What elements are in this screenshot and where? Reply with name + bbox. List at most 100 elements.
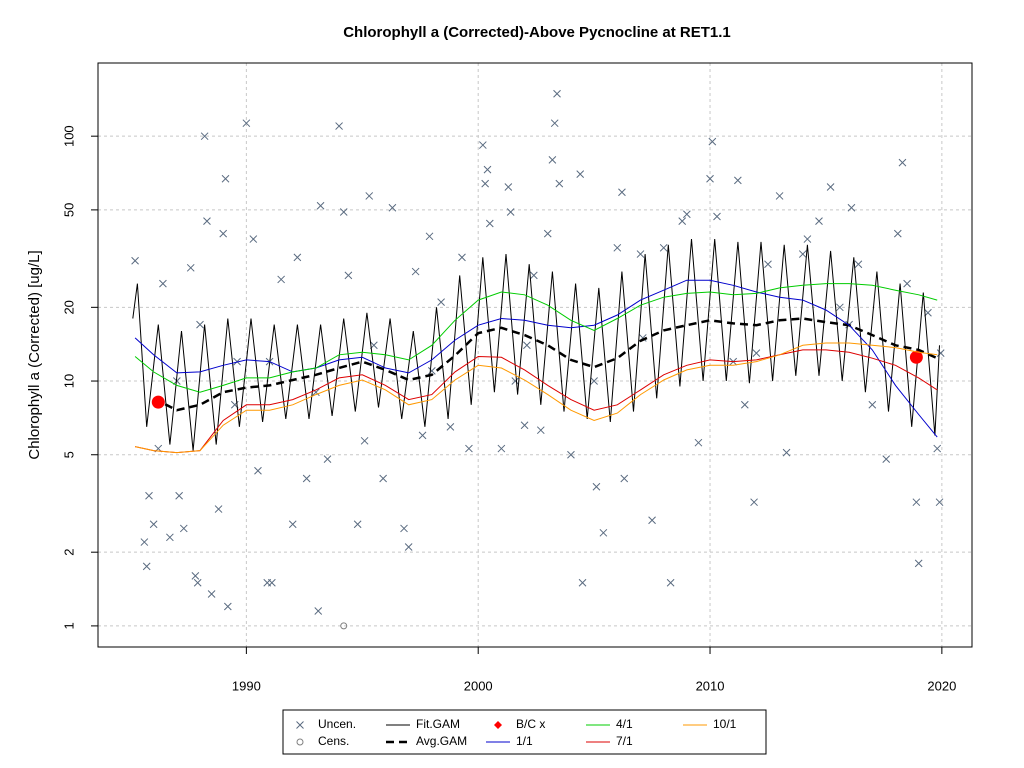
data-point bbox=[578, 578, 587, 587]
data-point bbox=[882, 455, 891, 463]
data-point bbox=[418, 431, 427, 440]
data-point bbox=[175, 491, 183, 500]
data-point bbox=[219, 229, 228, 238]
data-point bbox=[179, 524, 188, 533]
data-point bbox=[277, 275, 285, 284]
legend-label: Uncen. bbox=[318, 717, 356, 731]
data-point bbox=[590, 377, 598, 385]
data-point bbox=[365, 192, 374, 200]
data-point bbox=[203, 217, 211, 225]
data-point bbox=[458, 253, 466, 262]
series-line bbox=[134, 283, 938, 393]
data-point bbox=[293, 253, 302, 262]
data-point bbox=[694, 438, 703, 447]
data-point bbox=[706, 174, 714, 183]
data-point bbox=[782, 448, 791, 457]
data-point bbox=[936, 349, 945, 357]
data-point bbox=[909, 350, 923, 364]
data-point bbox=[553, 89, 561, 98]
data-point bbox=[142, 562, 151, 571]
data-point bbox=[140, 538, 149, 546]
data-point bbox=[750, 498, 758, 507]
x-tick-label: 2010 bbox=[696, 678, 725, 693]
data-point bbox=[708, 137, 717, 146]
legend-label: 1/1 bbox=[516, 734, 533, 748]
data-point bbox=[221, 174, 230, 183]
data-point bbox=[775, 192, 784, 200]
data-point bbox=[815, 217, 823, 225]
data-point bbox=[555, 179, 564, 188]
data-point bbox=[847, 203, 856, 212]
data-point bbox=[242, 119, 251, 128]
y-axis-label: Chlorophyll a (Corrected) [ug/L] bbox=[26, 250, 43, 459]
series-line bbox=[153, 317, 938, 412]
data-point bbox=[481, 179, 490, 188]
data-point bbox=[520, 421, 529, 430]
data-point bbox=[254, 466, 262, 475]
data-point bbox=[836, 303, 844, 312]
legend-label: 10/1 bbox=[713, 717, 737, 731]
data-point bbox=[935, 498, 944, 507]
data-point bbox=[316, 201, 325, 210]
data-point bbox=[335, 122, 343, 130]
data-point bbox=[360, 436, 369, 445]
data-point bbox=[678, 217, 687, 225]
legend-label: B/C x bbox=[516, 717, 545, 731]
data-point bbox=[425, 232, 434, 241]
data-point bbox=[666, 578, 675, 587]
data-point bbox=[186, 263, 195, 272]
data-point bbox=[550, 119, 559, 128]
data-point bbox=[388, 203, 397, 212]
data-point bbox=[523, 341, 531, 350]
data-point bbox=[868, 400, 877, 409]
data-point bbox=[803, 235, 812, 243]
data-point bbox=[166, 533, 174, 542]
data-point bbox=[740, 400, 749, 409]
data-point bbox=[511, 377, 520, 385]
y-tick-label: 20 bbox=[61, 300, 76, 314]
data-point bbox=[268, 578, 276, 587]
data-point bbox=[898, 158, 907, 167]
series-line bbox=[134, 279, 938, 438]
x-tick-label: 1990 bbox=[232, 678, 261, 693]
x-tick-label: 2000 bbox=[464, 678, 493, 693]
data-point bbox=[497, 444, 506, 453]
legend-label: Cens. bbox=[318, 734, 349, 748]
data-point bbox=[196, 320, 204, 329]
data-point bbox=[636, 250, 645, 258]
data-point bbox=[446, 422, 455, 431]
data-point bbox=[914, 559, 923, 568]
data-point bbox=[854, 260, 863, 269]
data-point bbox=[191, 572, 200, 580]
data-point bbox=[548, 156, 557, 164]
data-point bbox=[506, 208, 515, 216]
data-point bbox=[159, 279, 167, 288]
legend-label: 4/1 bbox=[616, 717, 633, 731]
data-point bbox=[485, 219, 494, 228]
legend-symbol bbox=[494, 721, 502, 729]
legend-symbol bbox=[296, 738, 304, 746]
data-point bbox=[483, 165, 492, 174]
data-point bbox=[659, 243, 668, 252]
data-point bbox=[713, 212, 721, 221]
data-point bbox=[400, 524, 408, 533]
data-point bbox=[504, 183, 513, 191]
data-point bbox=[933, 444, 942, 453]
y-tick-label: 1 bbox=[61, 622, 76, 629]
series-line bbox=[134, 349, 938, 454]
data-point bbox=[131, 256, 139, 265]
data-point bbox=[752, 349, 761, 357]
data-point bbox=[353, 520, 362, 529]
data-point bbox=[599, 528, 608, 537]
data-point bbox=[529, 271, 538, 280]
data-point bbox=[543, 229, 552, 238]
data-point bbox=[223, 602, 232, 611]
data-point bbox=[340, 622, 348, 630]
data-point bbox=[427, 367, 436, 375]
data-point bbox=[576, 170, 585, 178]
data-point bbox=[733, 176, 742, 185]
data-point bbox=[249, 235, 258, 243]
data-point bbox=[288, 520, 297, 529]
